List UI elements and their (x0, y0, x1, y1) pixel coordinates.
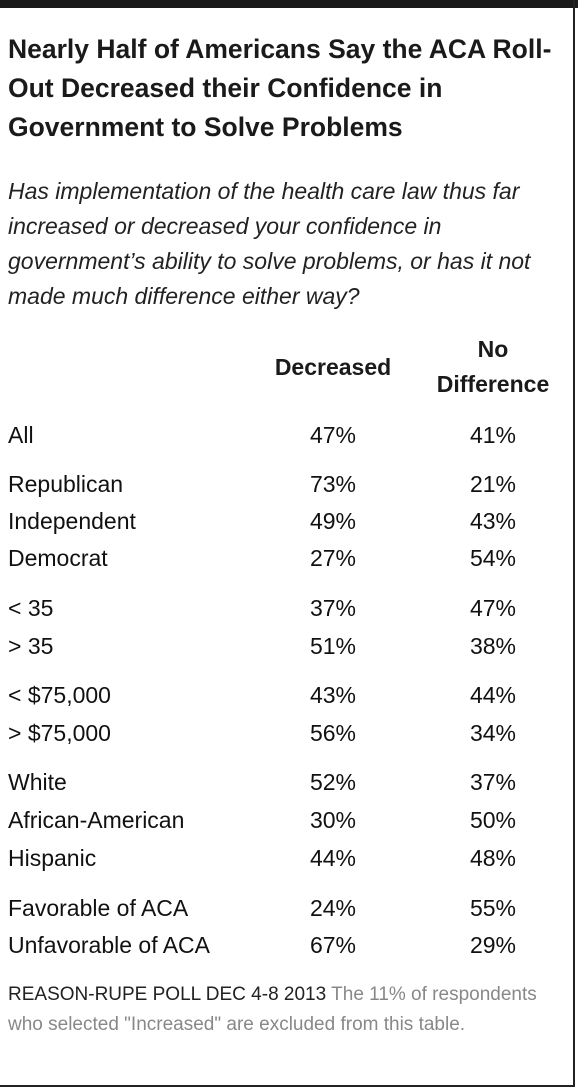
exclusion-note: The 11% of respondents who selected "Inc… (8, 984, 537, 1035)
table-row: All 47% 41% (0, 419, 578, 451)
table-row: Hispanic 44% 48% (0, 842, 578, 874)
cell-no-difference: 41% (469, 422, 517, 448)
cell-decreased: 30% (309, 807, 357, 833)
cell-decreased: 47% (309, 422, 357, 448)
cell-no-difference: 55% (469, 895, 517, 921)
cell-decreased: 37% (309, 595, 357, 621)
row-label: < $75,000 (8, 682, 111, 708)
cell-no-difference: 54% (469, 545, 517, 571)
cell-decreased: 51% (309, 633, 357, 659)
table-row: Republican 73% 21% (0, 468, 578, 500)
cell-no-difference: 21% (469, 471, 517, 497)
cell-no-difference: 34% (469, 720, 517, 746)
question-text: Has implementation of the health care la… (8, 178, 531, 309)
row-label: Republican (8, 471, 124, 497)
row-label: > $75,000 (8, 720, 111, 746)
chart-title: Nearly Half of Americans Say the ACA Rol… (8, 34, 552, 142)
row-label: White (8, 769, 67, 795)
cell-decreased: 52% (309, 769, 357, 795)
table-row: Unfavorable of ACA 67% 29% (0, 929, 578, 961)
cell-decreased: 49% (309, 508, 357, 534)
column-header-no-difference-line1: No (477, 336, 509, 362)
cell-no-difference: 43% (469, 508, 517, 534)
row-label: > 35 (8, 633, 54, 659)
column-header-no-difference-line2: Difference (436, 371, 550, 397)
row-label: < 35 (8, 595, 54, 621)
table-row: Democrat 27% 54% (0, 542, 578, 574)
column-header-no-difference: No Difference (413, 332, 573, 402)
table-row: Favorable of ACA 24% 55% (0, 892, 578, 924)
cell-no-difference: 38% (469, 633, 517, 659)
cell-decreased: 56% (309, 720, 357, 746)
cell-decreased: 73% (309, 471, 357, 497)
table-row: African-American 30% 50% (0, 804, 578, 836)
cell-decreased: 24% (309, 895, 357, 921)
cell-no-difference: 47% (469, 595, 517, 621)
cell-decreased: 27% (309, 545, 357, 571)
row-label: Favorable of ACA (8, 895, 189, 921)
table-row: < 35 37% 47% (0, 592, 578, 624)
table-row: > $75,000 56% 34% (0, 717, 578, 749)
footer-note: REASON-RUPE POLL DEC 4-8 2013 The 11% of… (8, 980, 538, 1040)
row-label: Independent (8, 508, 136, 534)
row-label: Hispanic (8, 845, 97, 871)
table-row: > 35 51% 38% (0, 630, 578, 662)
row-label: All (8, 422, 34, 448)
cell-no-difference: 50% (469, 807, 517, 833)
cell-no-difference: 37% (469, 769, 517, 795)
table-row: White 52% 37% (0, 766, 578, 798)
top-rule (0, 0, 578, 8)
source-label: REASON-RUPE POLL DEC 4-8 2013 (8, 984, 327, 1005)
cell-no-difference: 48% (469, 845, 517, 871)
cell-no-difference: 44% (469, 682, 517, 708)
cell-decreased: 44% (309, 845, 357, 871)
row-label: Democrat (8, 545, 108, 571)
row-label: Unfavorable of ACA (8, 932, 211, 958)
cell-decreased: 43% (309, 682, 357, 708)
table-row: < $75,000 43% 44% (0, 679, 578, 711)
column-header-decreased: Decreased (274, 354, 392, 380)
cell-no-difference: 29% (469, 932, 517, 958)
table-row: Independent 49% 43% (0, 505, 578, 537)
cell-decreased: 67% (309, 932, 357, 958)
row-label: African-American (8, 807, 185, 833)
